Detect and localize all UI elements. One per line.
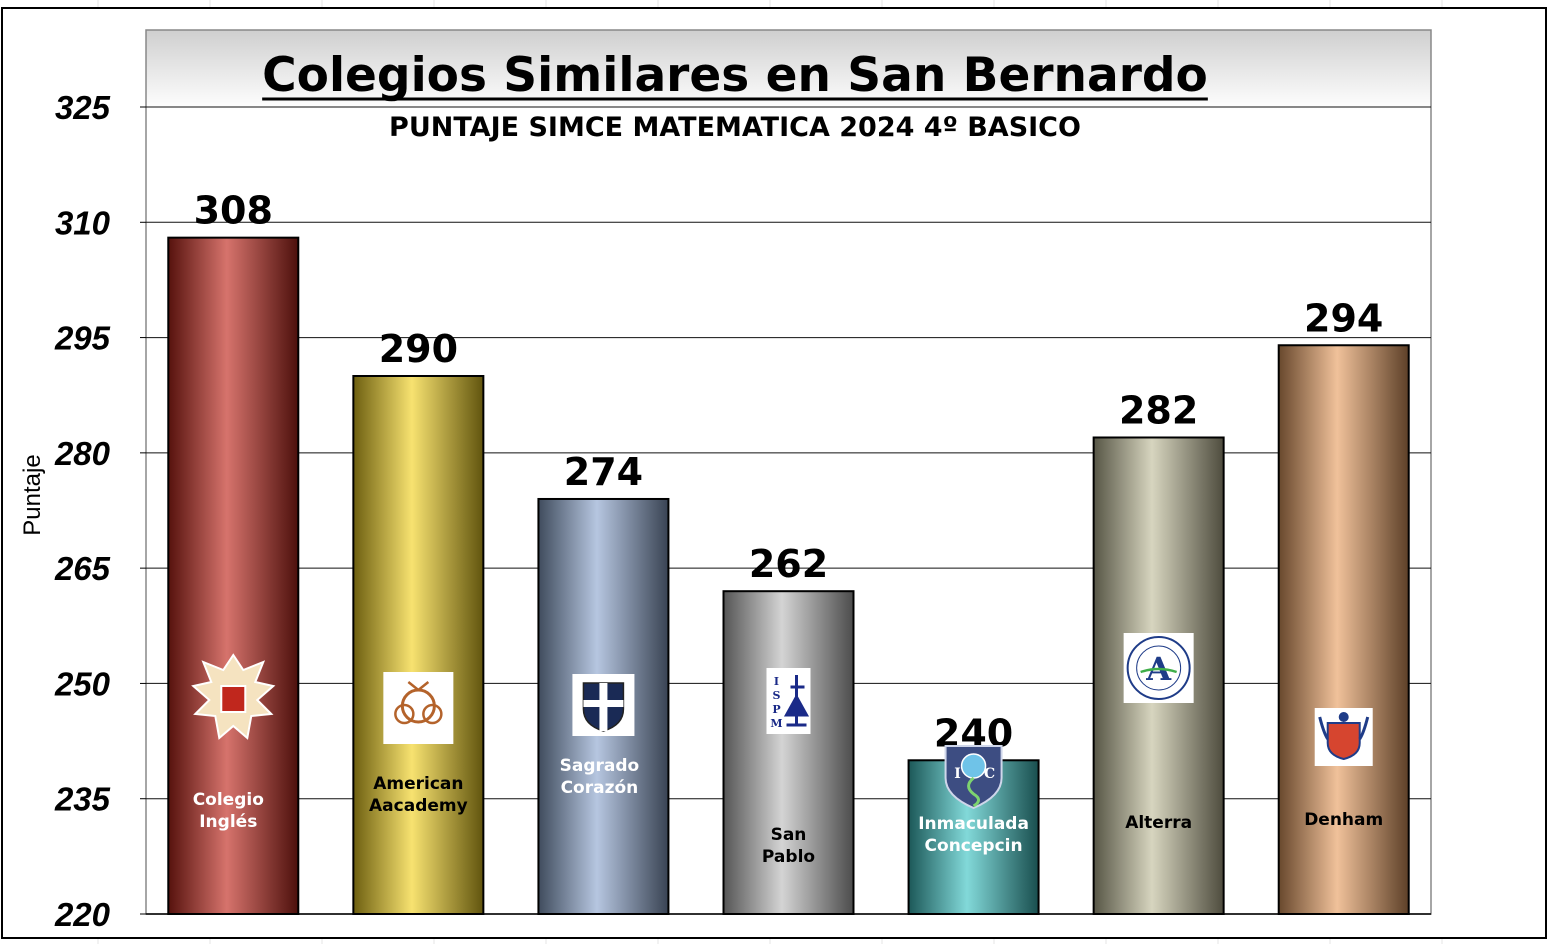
- y-axis-label: Puntaje: [19, 454, 46, 535]
- bar-value-label: 290: [379, 327, 458, 371]
- eagle-crest-icon: [191, 653, 276, 740]
- logo-text: P: [772, 703, 780, 716]
- bar-group: 294 Denham: [1277, 296, 1410, 915]
- bar-group: 282 A Alterra: [1092, 388, 1225, 915]
- american-academy-logo-icon: [383, 672, 454, 744]
- category-label: Pablo: [762, 847, 815, 867]
- sagrado-corazon-shield-icon: [572, 674, 635, 736]
- bar: [722, 590, 855, 915]
- colegio-alterra-seal-icon: A: [1123, 633, 1194, 703]
- category-label: Inmaculada: [918, 814, 1029, 834]
- logo-text: C: [984, 766, 995, 782]
- y-axis-ticks: 220 235 250 265 280 295 310 325: [54, 89, 146, 933]
- bar-value-label: 274: [564, 450, 643, 494]
- logo-text: S: [773, 689, 781, 702]
- category-label: Aacademy: [369, 796, 468, 816]
- category-label: Colegio: [193, 790, 264, 810]
- denham-crest-icon: [1314, 708, 1373, 766]
- y-tick-label: 295: [54, 320, 111, 357]
- chart-subtitle: PUNTAJE SIMCE MATEMATICA 2024 4º BASICO: [389, 112, 1081, 143]
- logo-text: I: [954, 766, 961, 782]
- logo-text: M: [770, 717, 782, 730]
- y-tick-label: 310: [55, 204, 111, 241]
- bar: [167, 236, 300, 915]
- y-tick-label: 250: [54, 665, 111, 702]
- category-label: Alterra: [1125, 813, 1192, 833]
- category-label: American: [373, 774, 463, 794]
- category-label: Inglés: [199, 812, 257, 832]
- logo-text: I: [774, 675, 779, 688]
- bar-value-label: 262: [749, 542, 828, 586]
- chart-title: Colegios Similares en San Bernardo: [262, 48, 1208, 103]
- y-tick-label: 220: [54, 896, 111, 933]
- category-label: Sagrado: [560, 756, 640, 776]
- category-label: Corazón: [561, 778, 639, 798]
- y-tick-label: 265: [54, 550, 111, 587]
- y-tick-label: 325: [55, 89, 111, 126]
- bar-value-label: 282: [1119, 388, 1198, 432]
- bar: [1277, 344, 1410, 915]
- bar-value-label: 308: [194, 189, 273, 233]
- y-tick-label: 280: [54, 435, 111, 472]
- category-label: San: [771, 825, 807, 845]
- category-label: Denham: [1304, 810, 1383, 830]
- y-tick-label: 235: [54, 781, 111, 818]
- bar-value-label: 294: [1304, 296, 1383, 340]
- bar: [352, 375, 485, 915]
- category-label: Concepcin: [925, 836, 1023, 856]
